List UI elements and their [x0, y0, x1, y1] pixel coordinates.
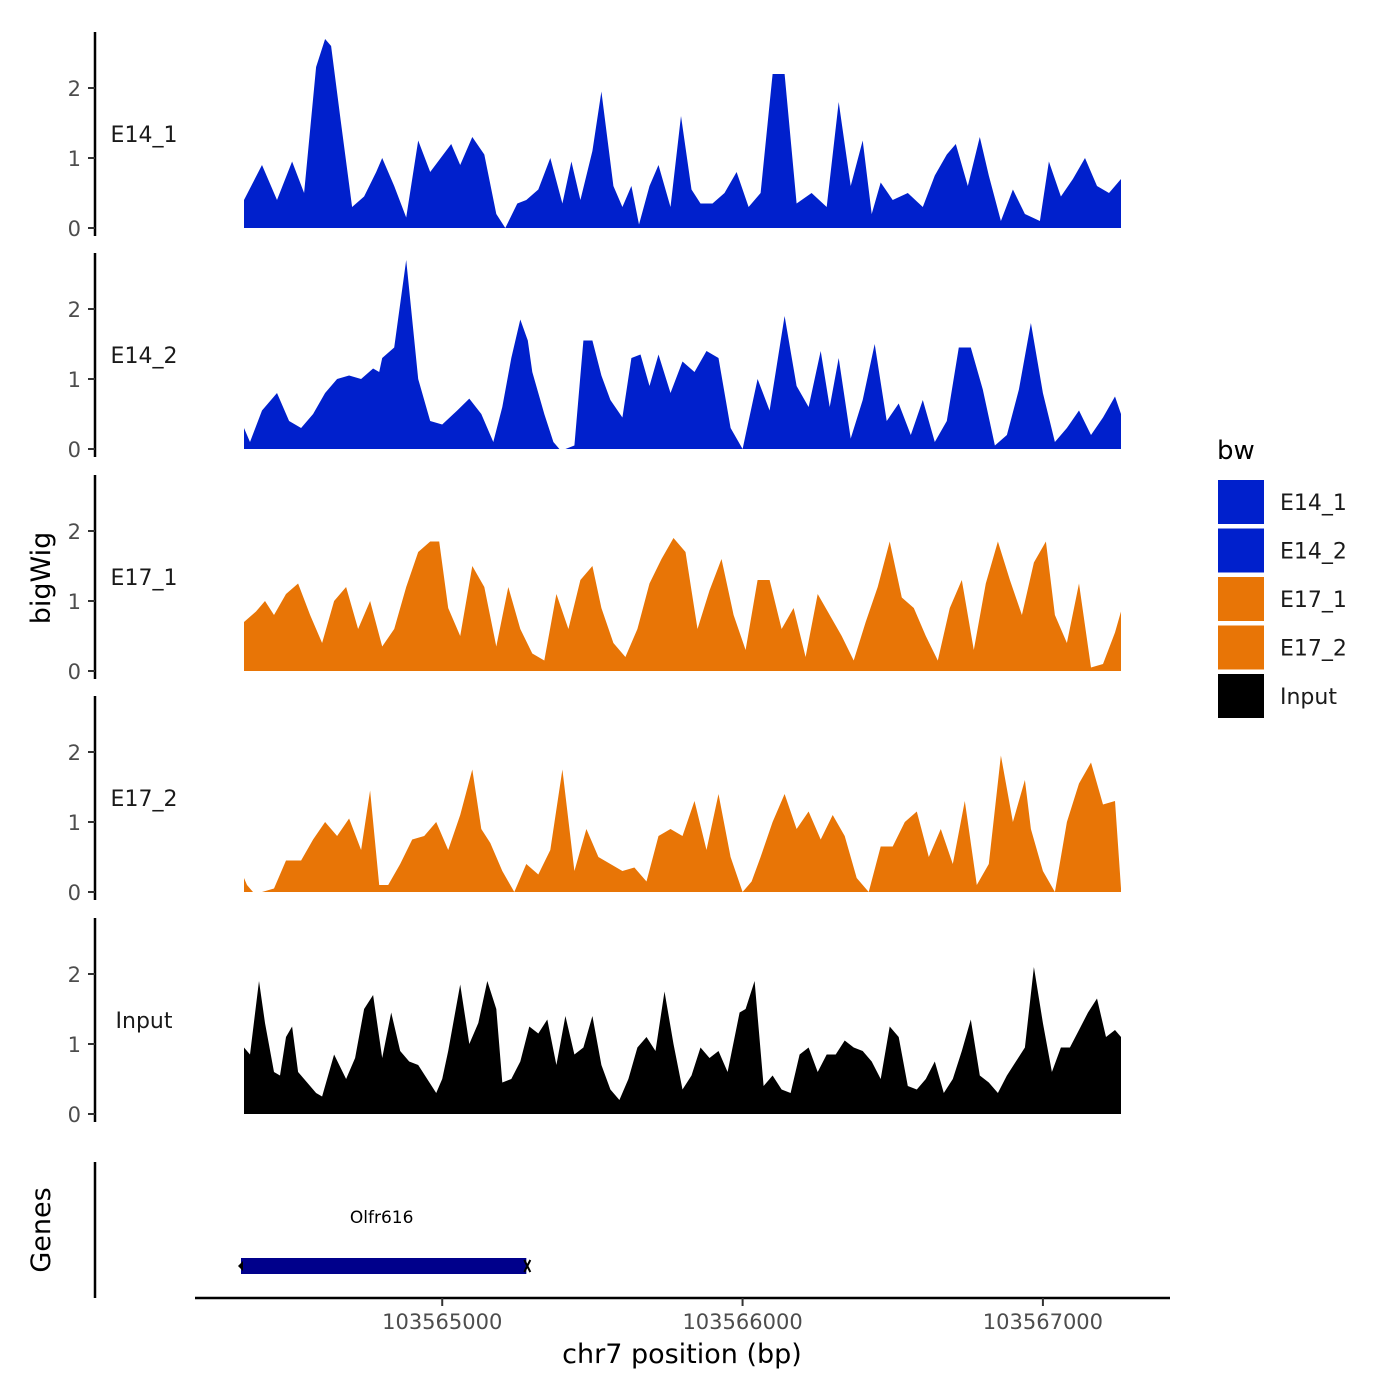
y-tick-label: 2 [68, 77, 81, 101]
y-tick-label: 0 [68, 1103, 81, 1127]
gene-body [240, 1258, 527, 1274]
track-label: E14_2 [111, 344, 178, 369]
y-tick-label: 1 [68, 368, 81, 392]
gene-start-marker [237, 1261, 243, 1271]
y-tick-label: 0 [68, 217, 81, 241]
legend-label: E17_2 [1280, 637, 1347, 662]
x-tick-label: 103566000 [682, 1310, 802, 1334]
x-tick-label: 103567000 [983, 1310, 1103, 1334]
genes-panel: Genes Olfr616 [26, 1162, 532, 1298]
track-Input: 0 1 2 Input [68, 918, 1121, 1127]
y-tick-label: 1 [68, 1033, 81, 1057]
coverage-area [244, 755, 1121, 892]
y-tick-label: 0 [68, 881, 81, 905]
track-label: E17_2 [111, 787, 178, 812]
track-E14_2: 0 1 2 E14_2 [68, 253, 1121, 462]
legend-swatch-E17_2 [1218, 625, 1264, 670]
legend-label: Input [1280, 685, 1337, 710]
y-tick-label: 1 [68, 590, 81, 614]
x-tick-label: 103565000 [382, 1310, 502, 1334]
legend-swatch-E14_2 [1218, 528, 1264, 573]
track-E14_1: 0 1 2 E14_1 [68, 32, 1121, 241]
gene-name-label: Olfr616 [350, 1208, 414, 1228]
legend-label: E17_1 [1280, 588, 1347, 613]
legend-label: E14_2 [1280, 540, 1347, 565]
track-label: E14_1 [111, 123, 178, 148]
y-tick-label: 1 [68, 811, 81, 835]
coverage-tracks: 0 1 2 E14_1 0 1 2 E14_2 0 1 2 E17_1 0 1 2 E17_2 0 1 2 Input [68, 32, 1121, 1127]
legend-swatch-E17_1 [1218, 577, 1264, 621]
y-tick-label: 0 [68, 660, 81, 684]
y-tick-label: 0 [68, 438, 81, 462]
y-tick-label: 2 [68, 963, 81, 987]
legend-label: E14_1 [1280, 491, 1347, 516]
coverage-area [244, 39, 1121, 228]
legend-title: bw [1217, 436, 1255, 466]
y-tick-label: 2 [68, 298, 81, 322]
track-label: E17_1 [111, 566, 178, 591]
y-tick-label: 1 [68, 147, 81, 171]
x-axis-title: chr7 position (bp) [562, 1339, 802, 1370]
legend-swatch-Input [1218, 674, 1264, 718]
y-tick-label: 2 [68, 741, 81, 765]
y-tick-label: 2 [68, 520, 81, 544]
x-axis: 103565000 103566000 103567000 [195, 1296, 1170, 1334]
coverage-area [244, 967, 1121, 1114]
track-E17_2: 0 1 2 E17_2 [68, 696, 1121, 905]
genes-axis-title: Genes [26, 1187, 57, 1272]
y-axis-title: bigWig [26, 532, 57, 625]
coverage-area [244, 538, 1121, 671]
gene-end-marker [523, 1259, 532, 1273]
legend-swatch-E14_1 [1218, 480, 1264, 524]
track-label: Input [116, 1009, 173, 1034]
coverage-area [244, 260, 1121, 449]
track-E17_1: 0 1 2 E17_1 [68, 475, 1121, 684]
legend: bw E14_1 E14_2 E17_1 E17_2 Input [1217, 436, 1347, 718]
